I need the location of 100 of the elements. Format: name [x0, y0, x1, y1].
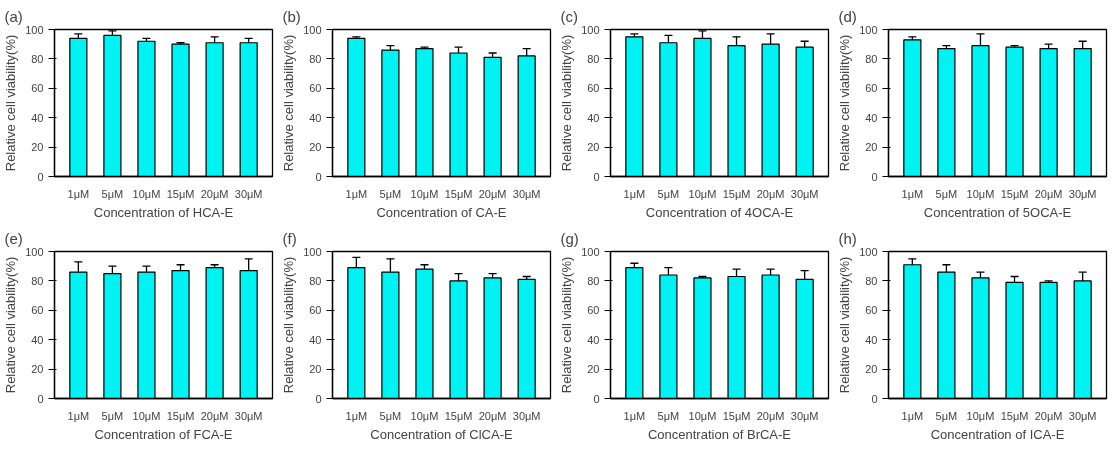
- y-tick-label: 40: [587, 111, 600, 124]
- y-tick-label: 0: [315, 392, 322, 405]
- x-tick-label: 10μM: [410, 187, 439, 200]
- y-tick-label: 80: [309, 52, 322, 65]
- y-tick-label: 100: [25, 245, 44, 258]
- x-tick-label: 1μM: [623, 409, 646, 422]
- x-axis-title: Concentration of 5OCA-E: [923, 204, 1072, 220]
- y-axis-title: Relative cell viability(%): [559, 256, 575, 394]
- x-tick-label: 20μM: [1034, 409, 1063, 422]
- y-tick-label: 80: [31, 274, 44, 287]
- x-tick-label: 30μM: [1068, 187, 1097, 200]
- x-tick-label: 5μM: [935, 187, 958, 200]
- chart-title: (f): [282, 229, 297, 247]
- y-tick-label: 20: [865, 141, 878, 154]
- y-tick-label: 20: [31, 141, 44, 154]
- y-tick-label: 40: [865, 333, 878, 346]
- y-tick-label: 40: [309, 333, 322, 346]
- chart-title: (c): [560, 7, 578, 25]
- x-tick-label: 10μM: [132, 187, 161, 200]
- x-tick-label: 10μM: [132, 409, 161, 422]
- y-tick-label: 20: [587, 363, 600, 376]
- x-tick-label: 15μM: [166, 187, 195, 200]
- x-axis-title: Concentration of HCA-E: [93, 204, 234, 220]
- x-tick-label: 10μM: [410, 409, 439, 422]
- x-tick-label: 30μM: [790, 409, 819, 422]
- x-tick-label: 20μM: [756, 187, 785, 200]
- y-tick-label: 60: [31, 304, 44, 317]
- y-tick-label: 0: [37, 170, 44, 183]
- y-tick-label: 40: [31, 333, 44, 346]
- x-tick-label: 30μM: [512, 409, 541, 422]
- y-tick-label: 0: [871, 392, 878, 405]
- y-axis-title: Relative cell viability(%): [281, 34, 297, 172]
- y-tick-label: 0: [315, 170, 322, 183]
- x-tick-label: 1μM: [901, 409, 924, 422]
- y-tick-label: 60: [587, 82, 600, 95]
- x-tick-label: 10μM: [688, 187, 717, 200]
- x-tick-label: 15μM: [722, 187, 751, 200]
- x-tick-label: 5μM: [935, 409, 958, 422]
- y-axis-title: Relative cell viability(%): [559, 34, 575, 172]
- y-tick-label: 20: [865, 363, 878, 376]
- x-axis-title: Concentration of ClCA-E: [370, 426, 513, 442]
- chart-title: (h): [838, 229, 857, 247]
- y-tick-label: 80: [587, 274, 600, 287]
- x-tick-label: 1μM: [901, 187, 924, 200]
- y-tick-label: 60: [865, 304, 878, 317]
- x-tick-label: 20μM: [478, 409, 507, 422]
- chart-title: (a): [4, 7, 23, 25]
- chart-title: (e): [4, 229, 23, 247]
- y-tick-label: 80: [587, 52, 600, 65]
- x-tick-label: 30μM: [234, 409, 263, 422]
- x-tick-label: 20μM: [1034, 187, 1063, 200]
- y-tick-label: 0: [37, 392, 44, 405]
- x-tick-label: 10μM: [966, 187, 995, 200]
- x-tick-label: 5μM: [379, 187, 402, 200]
- y-tick-label: 60: [31, 82, 44, 95]
- x-tick-label: 5μM: [101, 409, 124, 422]
- y-tick-label: 40: [309, 111, 322, 124]
- chart-title: (d): [838, 7, 857, 25]
- x-tick-label: 15μM: [444, 187, 473, 200]
- x-tick-label: 20μM: [756, 409, 785, 422]
- x-tick-label: 1μM: [623, 187, 646, 200]
- x-tick-label: 20μM: [200, 409, 229, 422]
- x-axis-title: Concentration of CA-E: [376, 204, 507, 220]
- x-axis-title: Concentration of ICA-E: [930, 426, 1065, 442]
- y-tick-label: 40: [587, 333, 600, 346]
- chart-title: (b): [282, 7, 301, 25]
- y-tick-label: 60: [309, 304, 322, 317]
- x-tick-label: 20μM: [478, 187, 507, 200]
- x-tick-label: 1μM: [345, 187, 368, 200]
- y-tick-label: 100: [581, 23, 600, 36]
- y-tick-label: 100: [303, 23, 322, 36]
- y-tick-label: 20: [309, 141, 322, 154]
- y-tick-label: 20: [31, 363, 44, 376]
- y-tick-label: 100: [25, 23, 44, 36]
- y-tick-label: 20: [587, 141, 600, 154]
- y-axis-title: Relative cell viability(%): [3, 256, 19, 394]
- y-tick-label: 40: [865, 111, 878, 124]
- y-tick-label: 60: [587, 304, 600, 317]
- x-tick-label: 30μM: [512, 187, 541, 200]
- y-tick-label: 100: [859, 23, 878, 36]
- y-axis-title: Relative cell viability(%): [837, 256, 853, 394]
- x-axis-title: Concentration of 4OCA-E: [645, 204, 794, 220]
- y-tick-label: 80: [865, 274, 878, 287]
- y-tick-label: 80: [31, 52, 44, 65]
- x-tick-label: 5μM: [657, 187, 680, 200]
- x-tick-label: 1μM: [67, 409, 90, 422]
- y-tick-label: 20: [309, 363, 322, 376]
- x-tick-label: 30μM: [234, 187, 263, 200]
- y-tick-label: 100: [581, 245, 600, 258]
- x-axis-title: Concentration of BrCA-E: [647, 426, 792, 442]
- x-tick-label: 5μM: [101, 187, 124, 200]
- x-tick-label: 5μM: [379, 409, 402, 422]
- chart-title: (g): [560, 229, 579, 247]
- y-tick-label: 100: [859, 245, 878, 258]
- y-axis-title: Relative cell viability(%): [3, 34, 19, 172]
- x-tick-label: 15μM: [444, 409, 473, 422]
- x-tick-label: 15μM: [1000, 187, 1029, 200]
- x-tick-label: 30μM: [1068, 409, 1097, 422]
- y-tick-label: 0: [593, 170, 600, 183]
- x-tick-label: 1μM: [67, 187, 90, 200]
